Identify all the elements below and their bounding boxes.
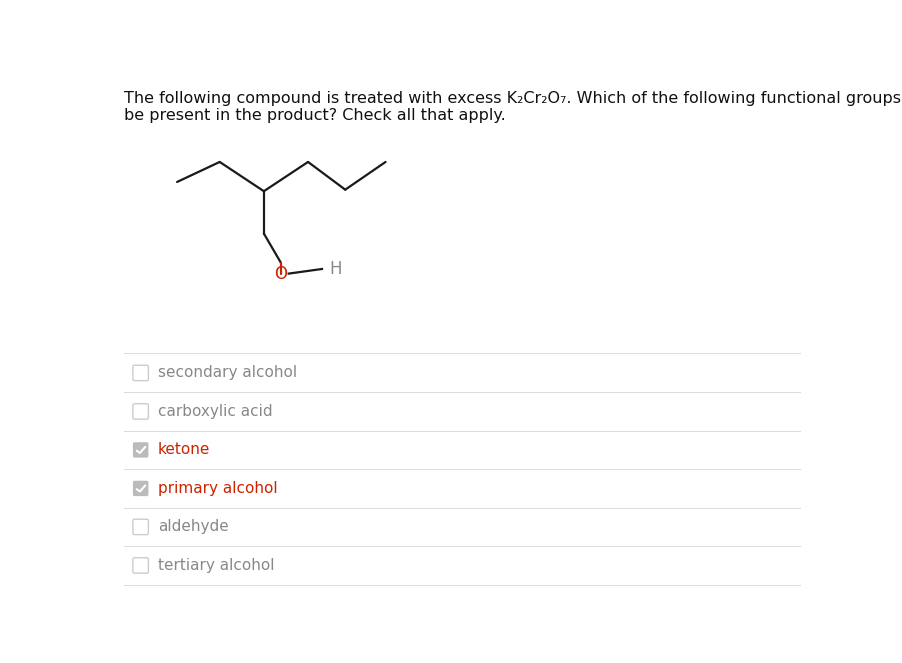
Text: primary alcohol: primary alcohol: [158, 481, 277, 496]
Text: aldehyde: aldehyde: [158, 519, 228, 534]
Text: H: H: [329, 260, 342, 278]
Text: secondary alcohol: secondary alcohol: [158, 365, 297, 381]
FancyBboxPatch shape: [133, 558, 149, 573]
Text: ketone: ketone: [158, 442, 210, 457]
FancyBboxPatch shape: [133, 365, 149, 381]
FancyBboxPatch shape: [133, 519, 149, 534]
FancyBboxPatch shape: [133, 404, 149, 419]
Text: O: O: [274, 265, 288, 282]
Text: The following compound is treated with excess K₂Cr₂O₇. Which of the following fu: The following compound is treated with e…: [124, 91, 902, 106]
Text: carboxylic acid: carboxylic acid: [158, 404, 272, 419]
Text: be present in the product? Check all that apply.: be present in the product? Check all tha…: [124, 108, 506, 123]
FancyBboxPatch shape: [133, 481, 149, 496]
Text: tertiary alcohol: tertiary alcohol: [158, 558, 274, 573]
FancyBboxPatch shape: [133, 442, 149, 457]
